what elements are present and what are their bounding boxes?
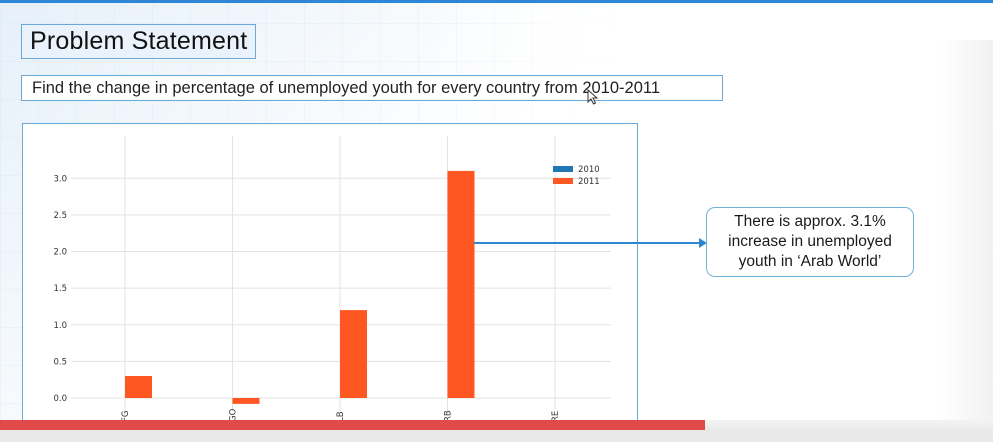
- legend-swatch-2011: [553, 178, 573, 184]
- callout-connector-line: [474, 242, 699, 244]
- x-tick-label: FG: [121, 411, 131, 422]
- top-accent-rule: [0, 0, 993, 3]
- y-tick-label: 2.5: [53, 211, 67, 221]
- bar-2011-AFG: [125, 376, 152, 398]
- x-tick-label: RE: [551, 411, 561, 422]
- y-tick-label: 1.5: [53, 284, 67, 294]
- mouse-cursor-icon: [587, 89, 599, 105]
- legend-label-2011: 2011: [578, 177, 600, 187]
- slide-title: Problem Statement: [21, 24, 257, 59]
- x-tick-label: LB: [336, 411, 346, 422]
- y-tick-label: 2.0: [53, 248, 67, 258]
- bar-chart-panel: 0.0 0.5 1.0 1.5 2.0 2.5 3.0 FG GO LB RB RE 2010 2011: [22, 123, 638, 423]
- bar-chart: 0.0 0.5 1.0 1.5 2.0 2.5 3.0 FG GO LB RB RE 2010 2011: [53, 136, 611, 422]
- x-tick-label: GO: [229, 408, 239, 422]
- problem-statement-text: Find the change in percentage of unemplo…: [32, 78, 660, 97]
- callout-arrow-icon: [699, 238, 707, 248]
- x-tick-label: RB: [444, 410, 454, 422]
- y-tick-label: 0.5: [53, 357, 67, 367]
- video-progress-fill[interactable]: [0, 420, 706, 430]
- problem-statement-box: Find the change in percentage of unemplo…: [21, 75, 723, 101]
- y-tick-label: 3.0: [53, 174, 67, 184]
- insight-callout-text: There is approx. 3.1% increase in unempl…: [728, 213, 892, 270]
- slide-title-text: Problem Statement: [30, 27, 248, 55]
- bar-2011-ARB: [447, 170, 475, 398]
- insight-callout: There is approx. 3.1% increase in unempl…: [706, 207, 914, 277]
- legend-label-2010: 2010: [578, 165, 600, 175]
- video-controls-strip: [0, 430, 993, 442]
- bar-2011-AGO: [232, 398, 260, 404]
- y-tick-label: 0.0: [53, 394, 67, 404]
- legend-swatch-2010: [553, 166, 573, 172]
- bar-2011-ALB: [340, 310, 367, 398]
- slide-right-shade: [940, 40, 993, 440]
- y-tick-label: 1.0: [53, 321, 67, 331]
